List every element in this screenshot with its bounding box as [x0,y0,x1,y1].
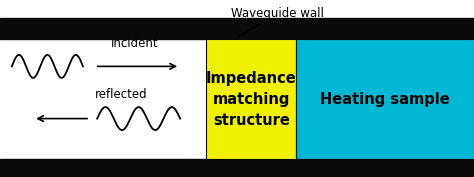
Text: Heating sample: Heating sample [320,92,450,107]
Text: incident: incident [111,38,159,50]
Bar [0,18,474,39]
Bar [0,159,474,177]
Text: Waveguide wall: Waveguide wall [231,7,324,36]
Bar [206,39,296,159]
Text: Impedance
matching
structure: Impedance matching structure [206,71,297,128]
Bar [296,39,474,159]
Text: reflected: reflected [94,88,147,101]
